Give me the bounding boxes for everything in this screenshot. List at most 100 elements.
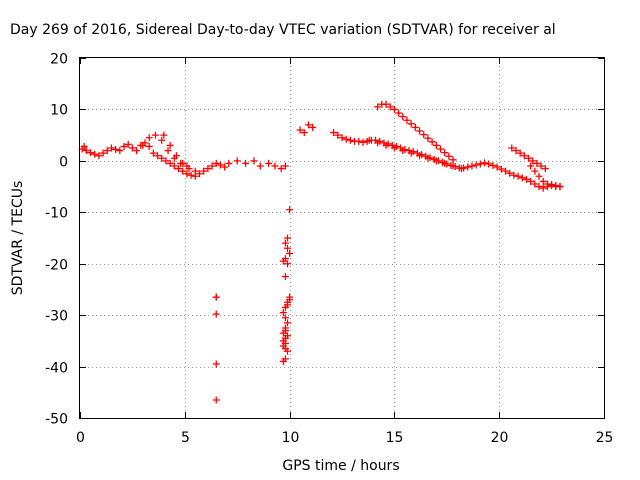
data-point [154,152,162,160]
data-point [493,163,501,171]
data-point [162,157,170,165]
data-point [382,100,390,108]
data-point [309,123,317,131]
data-point [116,147,124,155]
data-point [355,137,363,145]
data-point [212,360,220,368]
x-tick-label: 25 [596,430,614,446]
data-point [525,154,533,162]
data-point [508,144,516,152]
data-point [539,184,547,192]
data-point [200,167,208,175]
data-point [300,129,308,137]
data-point [175,165,183,173]
x-tick-labels: 0 5 10 15 20 25 [76,430,613,446]
data-point [170,162,178,170]
data-point [212,159,220,167]
data-point [208,162,216,170]
data-point [468,162,476,170]
y-tick-label: -10 [45,206,68,222]
data-point [541,165,549,173]
data-point [527,177,535,185]
data-point [346,136,354,144]
data-point [481,159,489,167]
data-point [489,161,497,169]
data-point [531,180,539,188]
y-tick-label: 0 [59,155,68,171]
data-point [424,134,432,142]
y-axis-label: SDTVAR / TECUs [10,181,26,296]
data-point [149,149,157,157]
data-point [225,159,233,167]
data-point [284,234,292,242]
data-point [428,138,436,146]
data-point [342,135,350,143]
data-point [158,136,166,144]
data-point [128,144,136,152]
data-point [204,165,212,173]
data-point [539,177,547,185]
data-point [195,170,203,178]
data-point [284,260,292,268]
data-point [374,139,382,147]
data-point [416,127,424,135]
y-tick-label: -40 [45,361,68,377]
x-tick-label: 20 [491,430,509,446]
data-point [399,113,407,121]
data-point [516,149,524,157]
data-point [522,175,530,183]
data-point [556,183,564,191]
data-point [233,157,241,165]
x-tick-label: 15 [386,430,404,446]
chart-title: Day 269 of 2016, Sidereal Day-to-day VTE… [10,22,556,38]
data-point [330,129,338,137]
data-point [529,157,537,165]
y-tick-labels: -50 -40 -30 -20 -10 0 10 20 [45,52,68,428]
data-point [501,167,509,175]
data-point [166,159,174,167]
data-point [281,327,289,335]
data-point [386,103,394,111]
data-point [514,172,522,180]
data-point [286,296,294,304]
data-point [120,142,128,150]
data-point [281,273,289,281]
data-point [133,147,141,155]
axis-ticks [80,58,605,419]
data-point [99,149,107,157]
x-tick-label: 0 [76,430,85,446]
data-point [86,149,94,157]
data-point [416,152,424,160]
y-tick-label: -20 [45,258,68,274]
data-point [543,180,551,188]
data-point [250,157,258,165]
data-point [277,165,285,173]
data-point [464,163,472,171]
y-tick-label: -50 [45,412,68,428]
data-point [420,131,428,139]
data-point [185,165,193,173]
data-point [432,141,440,149]
data-point [520,152,528,160]
data-point [91,150,99,158]
data-point [390,105,398,113]
data-point [265,159,273,167]
data-point [286,249,294,257]
data-point [187,171,195,179]
data-point [284,347,292,355]
data-point [95,152,103,160]
data-point [476,160,484,168]
y-tick-label: 20 [50,52,68,68]
data-point [304,121,312,129]
data-point [510,171,518,179]
data-point [271,162,279,170]
data-point [284,301,292,309]
data-point [145,142,153,150]
data-point [281,162,289,170]
data-point [411,123,419,131]
data-point [441,159,449,167]
data-point [221,163,229,171]
x-tick-label: 10 [282,430,300,446]
data-point [334,131,342,139]
